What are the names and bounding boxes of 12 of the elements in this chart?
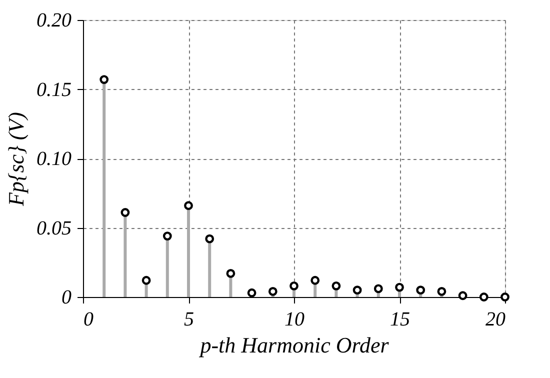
y-tick-label: 0: [62, 286, 72, 308]
y-tick-label: 0.15: [36, 78, 72, 101]
y-tick-label: 0.10: [36, 148, 72, 170]
x-tick-label: 20: [486, 308, 506, 330]
x-tick-label: 15: [390, 308, 410, 330]
x-axis-title: p-th Harmonic Order: [198, 332, 390, 358]
y-tick-label: 0.05: [36, 217, 72, 240]
y-axis-title: Fp{sc} (V): [4, 112, 28, 207]
x-tick-label: 0: [84, 308, 94, 330]
x-tick-label: 10: [284, 308, 304, 330]
y-tick-label: 0.20: [36, 10, 72, 32]
x-tick-label: 5: [184, 308, 194, 330]
